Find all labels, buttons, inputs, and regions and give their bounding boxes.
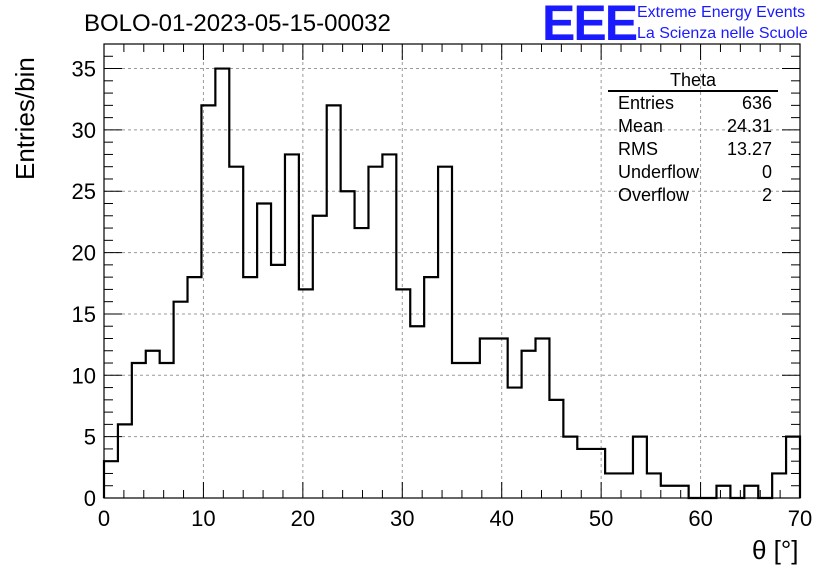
histogram-bin (146, 351, 160, 498)
histogram-bin (368, 167, 382, 498)
histogram-bin (772, 473, 786, 498)
histogram-bin (215, 69, 229, 498)
x-tick-label: 20 (291, 506, 315, 531)
histogram-bin (661, 486, 675, 498)
plot-frame (103, 43, 801, 499)
y-tick-label: 10 (72, 363, 96, 388)
x-tick-label: 40 (489, 506, 513, 531)
x-tick-label: 30 (390, 506, 414, 531)
histogram-bin (633, 437, 647, 498)
stats-value: 13.27 (726, 139, 772, 159)
histogram-bars (102, 67, 802, 500)
histogram-bin (229, 167, 243, 498)
stats-label: Underflow (618, 162, 700, 182)
histogram-bin (522, 351, 536, 498)
stats-value: 2 (761, 185, 772, 205)
histogram-bin (382, 154, 396, 498)
x-tick-label: 10 (191, 506, 215, 531)
histogram-bin (605, 473, 619, 498)
histogram-bin (716, 486, 730, 498)
stats-value: 24.31 (726, 116, 772, 136)
histogram-bin (160, 363, 174, 498)
run-title: BOLO-01-2023-05-15-00032 (84, 10, 391, 37)
logo-line-project: Extreme Energy Events (637, 4, 806, 21)
x-tick-label: 0 (98, 506, 110, 531)
stats-label: Entries (618, 93, 675, 113)
histogram-bin (104, 461, 118, 498)
stats-row-mean: Mean 24.31 (608, 115, 778, 138)
histogram-bin (341, 191, 355, 498)
histogram-bin (577, 449, 591, 498)
stats-value: 636 (741, 93, 772, 113)
histogram-bin (424, 277, 438, 498)
y-tick-label: 20 (72, 241, 96, 266)
x-tick-label: 70 (788, 506, 812, 531)
y-axis-label: Entries/bin (10, 57, 40, 180)
histogram-bin (480, 338, 494, 498)
stats-label: Mean (618, 116, 664, 136)
stats-row-overflow: Overflow 2 (608, 184, 778, 207)
x-tick-label: 60 (688, 506, 712, 531)
histogram-bin (549, 400, 563, 498)
histogram-bin (536, 338, 550, 498)
logo-line-subtitle: La Scienza nelle Scuole (637, 25, 808, 42)
y-tick-label: 25 (72, 179, 96, 204)
histogram-bin (647, 473, 661, 498)
histogram-bin (494, 338, 508, 498)
histogram-bin (675, 486, 689, 498)
axes (103, 43, 801, 499)
stats-label: RMS (618, 139, 658, 159)
histogram-bin (591, 449, 605, 498)
stats-row-entries: Entries 636 (608, 92, 778, 115)
y-tick-label: 0 (84, 486, 96, 511)
x-axis-label: θ [°] (752, 535, 799, 565)
histogram-bin (313, 216, 327, 498)
stats-label: Overflow (618, 185, 690, 205)
histogram-outline (102, 67, 802, 500)
y-tick-label: 35 (72, 57, 96, 82)
x-tick-label: 50 (589, 506, 613, 531)
histogram-bin (744, 486, 758, 498)
histogram-bin (410, 326, 424, 498)
histogram-bin (563, 437, 577, 498)
histogram-bin (452, 363, 466, 498)
histogram-bin (188, 277, 202, 498)
histogram-bin (285, 154, 299, 498)
histogram-bin (243, 277, 257, 498)
histogram-bin (118, 424, 132, 498)
histogram-bin (396, 289, 410, 498)
histogram-bin (174, 302, 188, 498)
y-tick-label: 15 (72, 302, 96, 327)
stats-row-rms: RMS 13.27 (608, 138, 778, 161)
y-tick-label: 5 (84, 425, 96, 450)
stats-row-underflow: Underflow 0 (608, 161, 778, 184)
eee-logo: EEE (542, 0, 638, 51)
histogram-bin (355, 228, 369, 498)
stats-box: Theta Entries 636 Mean 24.31 RMS 13.27 U… (608, 70, 778, 207)
histogram-bin (271, 265, 285, 498)
histogram-bin (327, 105, 341, 498)
stats-value: 0 (761, 162, 772, 182)
histogram-bin (438, 167, 452, 498)
histogram-bin (786, 437, 800, 498)
stats-title: Theta (608, 70, 778, 92)
histogram-bin (466, 363, 480, 498)
histogram-bin (132, 363, 146, 498)
histogram-bin (299, 289, 313, 498)
histogram-bin (508, 388, 522, 498)
y-tick-label: 30 (72, 118, 96, 143)
histogram-bin (257, 204, 271, 498)
